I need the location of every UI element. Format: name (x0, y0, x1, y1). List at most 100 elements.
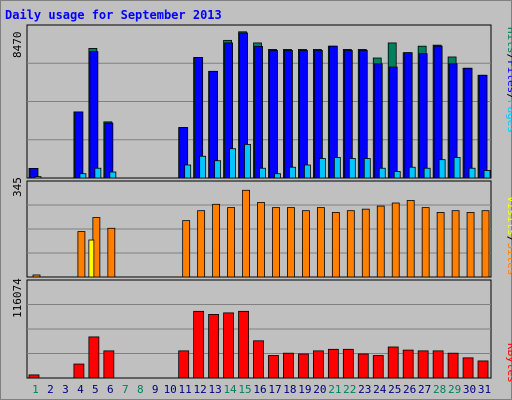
middle-bar-sites-day-28 (436, 212, 445, 278)
day-label-4: 4 (77, 383, 84, 396)
top-bar-files-day-31 (478, 74, 488, 179)
top-bar-files-day-20 (313, 50, 323, 179)
top-bar-files-day-1 (29, 168, 39, 179)
top-bar-pages-day-11 (184, 164, 192, 179)
top-bar-pages-day-18 (289, 166, 296, 179)
middle-bar-sites-day-20 (316, 207, 325, 278)
day-label-14: 14 (223, 383, 237, 396)
middle-bar-sites-day-23 (361, 208, 370, 278)
middle-bar-sites-day-21 (331, 212, 340, 278)
middle-bar-sites-day-11 (182, 220, 191, 278)
top-bar-files-day-17 (269, 50, 278, 179)
top-bar-files-day-25 (388, 66, 398, 179)
middle-bar-sites-day-24 (376, 205, 385, 278)
middle-bar-sites-day-22 (346, 210, 355, 278)
middle-bar-visits-day-5 (88, 239, 95, 278)
top-bar-files-day-6 (104, 122, 114, 179)
top-bar-pages-day-25 (393, 171, 401, 179)
top-bar-pages-day-1 (34, 176, 42, 179)
day-label-29: 29 (448, 383, 461, 396)
day-label-25: 25 (388, 383, 401, 396)
top-bar-files-day-15 (239, 32, 248, 179)
day-label-15: 15 (238, 383, 251, 396)
day-label-10: 10 (164, 383, 177, 396)
bottom-bar-kbytes-day-6 (103, 350, 115, 379)
bottom-bar-kbytes-day-12 (193, 310, 205, 379)
top-bar-files-day-28 (433, 45, 443, 179)
middle-bar-sites-day-29 (451, 210, 460, 278)
bottom-bar-kbytes-day-5 (88, 336, 100, 379)
bottom-legend: KBytes (505, 343, 512, 383)
middle-bar-sites-day-14 (227, 207, 235, 278)
top-bar-files-day-24 (373, 63, 383, 179)
top-legend: Hits/Files/Pages (505, 27, 512, 133)
top-bar-pages-day-12 (199, 155, 207, 179)
bottom-bar-kbytes-day-15 (238, 310, 249, 379)
bottom-bar-kbytes-day-1 (28, 374, 40, 379)
bottom-bar-kbytes-day-16 (253, 340, 264, 379)
top-bar-pages-day-5 (94, 167, 102, 179)
bottom-bar-kbytes-day-17 (268, 355, 279, 379)
bottom-bar-kbytes-day-28 (432, 350, 444, 379)
middle-bar-sites-day-30 (466, 212, 475, 278)
legend-entry: Visits (505, 196, 512, 236)
day-label-28: 28 (433, 383, 446, 396)
chart-title: Daily usage for September 2013 (5, 8, 222, 22)
top-bar-pages-day-28 (438, 159, 446, 179)
legend-entry: Pages (505, 100, 512, 133)
middle-max-label: 345 (11, 177, 24, 197)
top-bar-files-day-16 (254, 45, 263, 179)
day-label-26: 26 (403, 383, 416, 396)
middle-bar-sites-day-13 (212, 203, 221, 278)
legend-entry: / (505, 93, 512, 100)
top-bar-files-day-23 (358, 50, 368, 179)
day-label-3: 3 (62, 383, 69, 396)
bottom-bar-kbytes-day-23 (357, 353, 369, 379)
middle-legend: Visits/Sites (505, 196, 512, 276)
top-bar-pages-day-30 (468, 167, 476, 179)
middle-bar-sites-day-19 (302, 210, 310, 278)
day-label-23: 23 (358, 383, 371, 396)
top-bar-files-day-29 (448, 63, 458, 179)
middle-bar-sites-day-26 (406, 200, 415, 278)
bottom-bar-kbytes-day-26 (402, 349, 414, 379)
middle-bar-sites-day-1 (32, 274, 41, 278)
legend-entry: Hits (505, 27, 512, 54)
day-label-18: 18 (283, 383, 296, 396)
top-bar-files-day-5 (89, 51, 99, 179)
bottom-bar-kbytes-day-31 (477, 360, 489, 379)
top-bar-files-day-19 (299, 50, 308, 179)
middle-bar-sites-day-27 (421, 207, 430, 278)
day-label-5: 5 (92, 383, 99, 396)
bottom-bar-kbytes-day-14 (223, 312, 234, 379)
top-bar-pages-day-15 (244, 144, 251, 179)
day-label-24: 24 (373, 383, 387, 396)
top-bar-pages-day-6 (109, 171, 117, 179)
legend-entry: / (505, 236, 512, 243)
top-bar-pages-day-29 (453, 157, 461, 179)
middle-bar-sites-day-4 (77, 231, 86, 278)
legend-entry: / (505, 54, 512, 61)
top-bar-pages-day-19 (304, 164, 311, 179)
day-label-21: 21 (328, 383, 341, 396)
top-bar-files-day-22 (343, 50, 353, 179)
top-bar-files-day-13 (209, 70, 219, 179)
bottom-bar-kbytes-day-29 (447, 352, 459, 379)
top-bar-files-day-11 (179, 127, 189, 179)
day-label-13: 13 (208, 383, 221, 396)
bottom-bar-kbytes-day-4 (73, 363, 85, 379)
day-label-7: 7 (122, 383, 129, 396)
legend-entry: KBytes (505, 343, 512, 383)
day-label-11: 11 (179, 383, 192, 396)
bottom-bar-kbytes-day-18 (283, 352, 294, 379)
day-label-9: 9 (152, 383, 159, 396)
day-label-6: 6 (107, 383, 114, 396)
bottom-bar-kbytes-day-13 (208, 314, 220, 379)
top-bar-files-day-14 (224, 42, 233, 179)
top-bar-pages-day-31 (483, 170, 491, 179)
day-label-20: 20 (313, 383, 326, 396)
middle-bar-sites-day-16 (257, 202, 265, 278)
middle-bar-sites-day-25 (391, 202, 400, 278)
day-label-22: 22 (343, 383, 356, 396)
